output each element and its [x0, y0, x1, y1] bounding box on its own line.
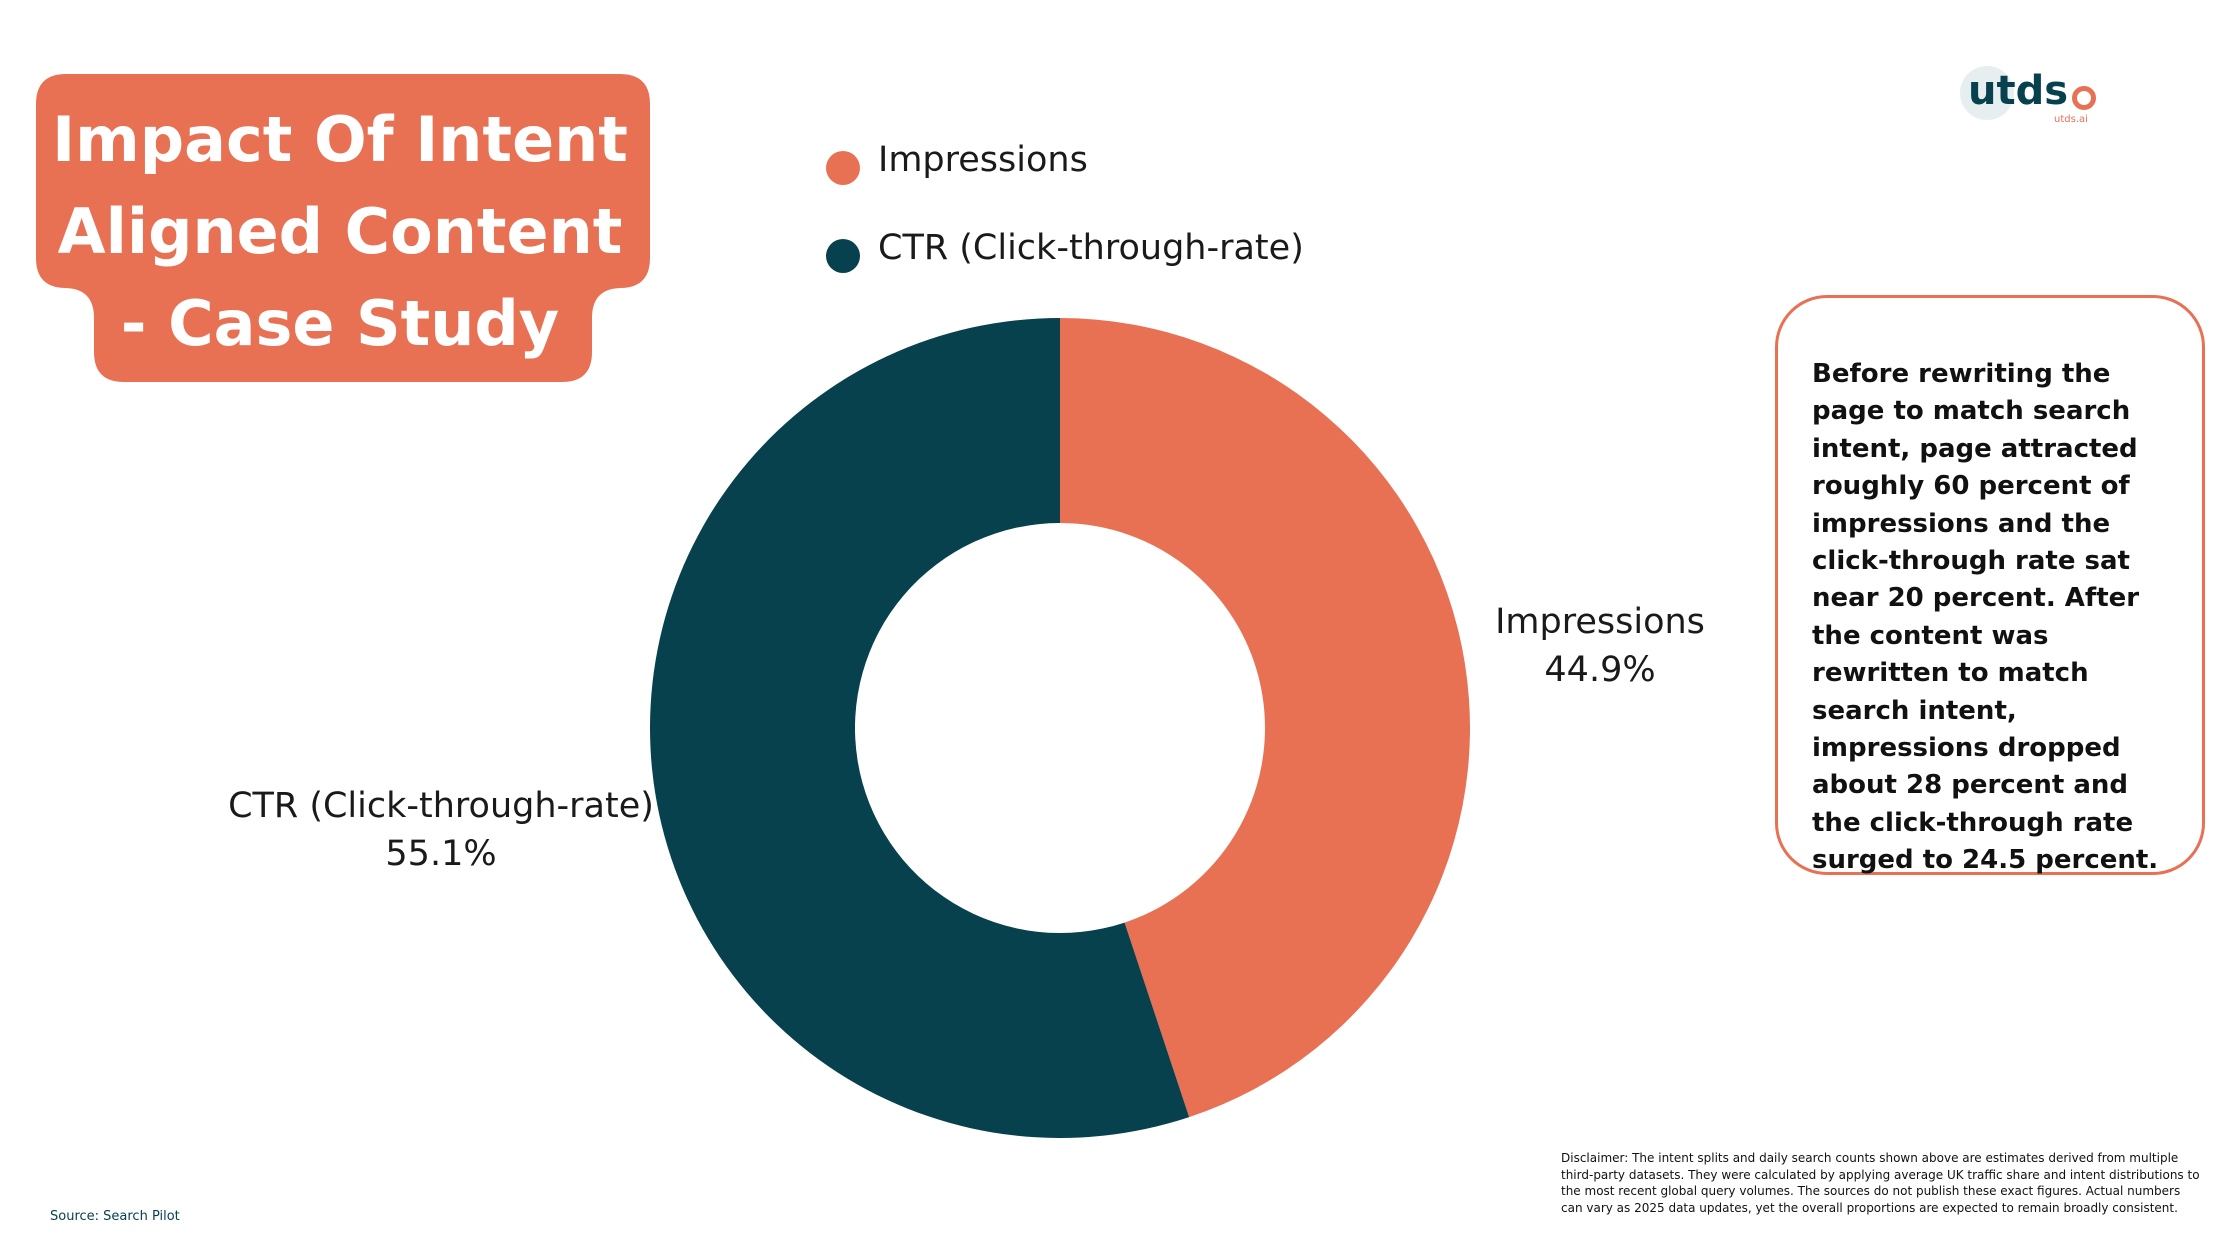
slice-impressions [1060, 318, 1471, 1118]
slice-label-impressions-value: 44.9% [1544, 650, 1656, 690]
slice-label-ctr-name: CTR (Click-through-rate) [228, 786, 654, 826]
info-callout: Before rewriting the page to match searc… [1775, 295, 2205, 875]
title-badge: Impact Of Intent Aligned Content - Case … [0, 0, 700, 400]
disclaimer-text: Disclaimer: The intent splits and daily … [1561, 1151, 2200, 1215]
info-callout-text: Before rewriting the page to match searc… [1812, 359, 2159, 876]
slice-label-impressions: Impressions 44.9% [1480, 598, 1720, 694]
slice-label-impressions-name: Impressions [1495, 602, 1705, 642]
title-line-2: Aligned Content [57, 195, 623, 268]
brand-logo: utds utds.ai [1960, 66, 2100, 130]
legend-swatch-ctr [826, 239, 860, 273]
logo-ring-icon [2072, 86, 2096, 110]
legend-label-ctr: CTR (Click-through-rate) [878, 228, 1304, 268]
title-line-1: Impact Of Intent [52, 103, 628, 176]
logo-subtext: utds.ai [2054, 114, 2088, 125]
slice-label-ctr-value: 55.1% [385, 834, 497, 874]
title-line-3: - Case Study [120, 287, 560, 360]
slice-ctr [650, 318, 1190, 1138]
slice-label-ctr: CTR (Click-through-rate) 55.1% [226, 782, 656, 878]
source-note: Source: Search Pilot [50, 1209, 180, 1224]
title-badge-background [36, 74, 650, 382]
legend-label-impressions: Impressions [878, 140, 1088, 180]
logo-circle-icon [1960, 66, 2014, 120]
legend-swatch-impressions [826, 151, 860, 185]
logo-wordmark: utds [1968, 68, 2069, 114]
page-title: Impact Of Intent Aligned Content - Case … [35, 94, 645, 370]
title-badge-shape [36, 74, 650, 382]
